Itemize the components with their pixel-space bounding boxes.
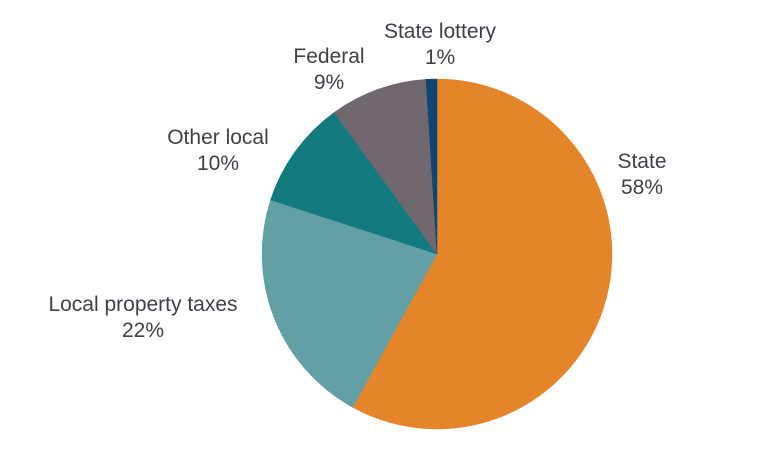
slice-value-state: 58% bbox=[621, 176, 663, 199]
slice-label-state: State bbox=[617, 150, 666, 173]
slice-value-state-lottery: 1% bbox=[425, 46, 455, 69]
slice-labels: State 58% Local property taxes 22% Other loc… bbox=[48, 20, 666, 342]
pie-slice-state bbox=[352, 78, 613, 430]
pie-slice-other-local bbox=[270, 112, 438, 255]
slice-label-federal: Federal bbox=[293, 45, 364, 68]
slice-label-state-lottery: State lottery bbox=[384, 20, 497, 43]
pie-slice-state-lottery bbox=[425, 78, 438, 255]
slice-label-other-local: Other local bbox=[167, 126, 269, 149]
pie-slices bbox=[261, 78, 613, 430]
pie-slice-federal bbox=[333, 79, 438, 255]
slice-value-local-property-taxes: 22% bbox=[122, 319, 164, 342]
slice-value-other-local: 10% bbox=[197, 152, 239, 175]
slice-value-federal: 9% bbox=[314, 71, 344, 94]
slice-label-local-property-taxes: Local property taxes bbox=[48, 293, 237, 316]
pie-slice-local-property-taxes bbox=[261, 199, 438, 408]
